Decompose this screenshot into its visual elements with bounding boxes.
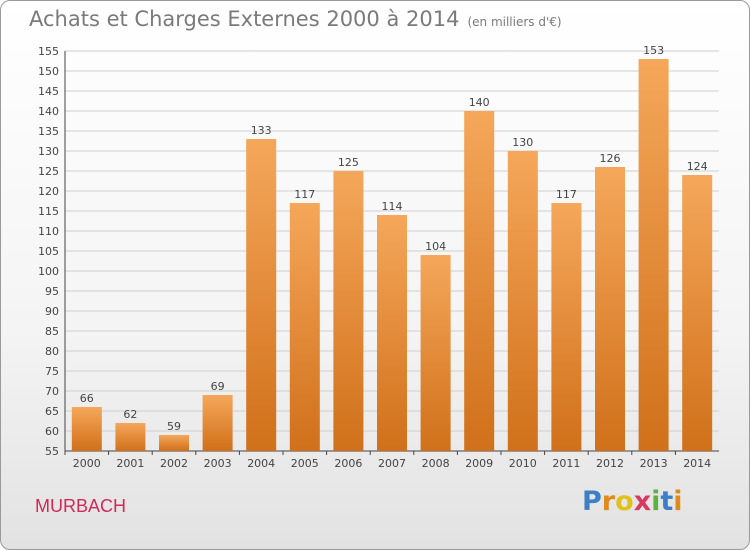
y-tick-label: 105 [38, 245, 59, 258]
y-tick-label: 85 [45, 325, 59, 338]
bar-2012 [595, 167, 625, 451]
value-label: 153 [643, 44, 664, 57]
bar-2009 [464, 111, 495, 451]
x-tick-label: 2008 [422, 457, 450, 470]
value-label: 66 [80, 392, 94, 405]
bar-2001 [115, 423, 146, 451]
place-name: MURBACH [35, 496, 127, 516]
value-label: 114 [382, 200, 403, 213]
x-tick-label: 2004 [247, 457, 275, 470]
value-label: 59 [167, 420, 181, 433]
bar-2004 [246, 139, 277, 451]
chart-title-block: Achats et Charges Externes 2000 à 2014 (e… [29, 7, 562, 31]
value-label: 133 [251, 124, 272, 137]
bar-2002 [159, 435, 189, 451]
value-label: 117 [294, 188, 315, 201]
value-label: 69 [211, 380, 225, 393]
value-label: 126 [600, 152, 621, 165]
value-labels: 66 62 59 69 133 117 125 114 104 140 130 117 126 153 12… [80, 44, 708, 433]
logo-letter: i [673, 486, 683, 517]
proxiti-logo: Proxiti [582, 486, 683, 517]
logo-letter: r [601, 486, 616, 517]
y-tick-label: 115 [38, 205, 59, 218]
bars [71, 59, 713, 451]
y-tick-label: 60 [45, 425, 59, 438]
bar-2006 [333, 171, 364, 451]
logo-letter: o [615, 486, 634, 517]
y-tick-labels: 55 60 65 70 75 80 85 90 95 100 105 110 115 120 125 130 1… [38, 45, 59, 458]
x-tick-label: 2013 [640, 457, 668, 470]
logo-letter: x [633, 486, 652, 517]
y-tick-label: 120 [38, 185, 59, 198]
x-tick-label: 2000 [73, 457, 101, 470]
x-tick-label: 2007 [378, 457, 406, 470]
y-tick-label: 80 [45, 345, 59, 358]
bar-2011 [551, 203, 582, 451]
y-tick-label: 65 [45, 405, 59, 418]
x-tick-label: 2006 [334, 457, 362, 470]
value-label: 130 [512, 136, 533, 149]
x-tick-labels: 2000 2001 2002 2003 2004 2005 2006 2007 2008 2009… [73, 457, 711, 470]
x-tick-label: 2003 [204, 457, 232, 470]
y-tick-label: 55 [45, 445, 59, 458]
value-label: 104 [425, 240, 446, 253]
y-tick-label: 75 [45, 365, 59, 378]
x-tick-label: 2012 [596, 457, 624, 470]
y-tick-label: 100 [38, 265, 59, 278]
y-tick-label: 150 [38, 65, 59, 78]
value-label: 140 [469, 96, 490, 109]
x-tick-label: 2002 [160, 457, 188, 470]
logo-letter: t [660, 486, 674, 517]
y-tick-label: 155 [38, 45, 59, 58]
x-tick-label: 2014 [683, 457, 711, 470]
x-tick-label: 2009 [465, 457, 493, 470]
logo-letter: P [582, 486, 602, 517]
chart-title: Achats et Charges Externes 2000 à 2014 [29, 7, 460, 31]
y-tick-label: 95 [45, 285, 59, 298]
y-tick-label: 90 [45, 305, 59, 318]
chart-subtitle: (en milliers d'€) [467, 15, 562, 29]
x-tick-label: 2011 [552, 457, 580, 470]
bar-2003 [202, 395, 233, 451]
bar-2000 [71, 407, 102, 451]
bar-2007 [377, 215, 407, 451]
bar-2008 [420, 255, 451, 451]
bar-2005 [289, 203, 320, 451]
bar-2014 [682, 175, 713, 451]
bar-2010 [507, 151, 538, 451]
value-label: 124 [687, 160, 708, 173]
y-tick-label: 130 [38, 145, 59, 158]
y-tick-label: 140 [38, 105, 59, 118]
bar-2013 [638, 59, 669, 451]
value-label: 62 [123, 408, 137, 421]
value-label: 125 [338, 156, 359, 169]
x-tick-label: 2010 [509, 457, 537, 470]
x-tick-label: 2005 [291, 457, 319, 470]
y-tick-label: 125 [38, 165, 59, 178]
y-tick-label: 70 [45, 385, 59, 398]
x-tick-label: 2001 [116, 457, 144, 470]
value-label: 117 [556, 188, 577, 201]
y-tick-label: 145 [38, 85, 59, 98]
y-tick-label: 110 [38, 225, 59, 238]
logo-letter: i [651, 486, 661, 517]
y-tick-label: 135 [38, 125, 59, 138]
